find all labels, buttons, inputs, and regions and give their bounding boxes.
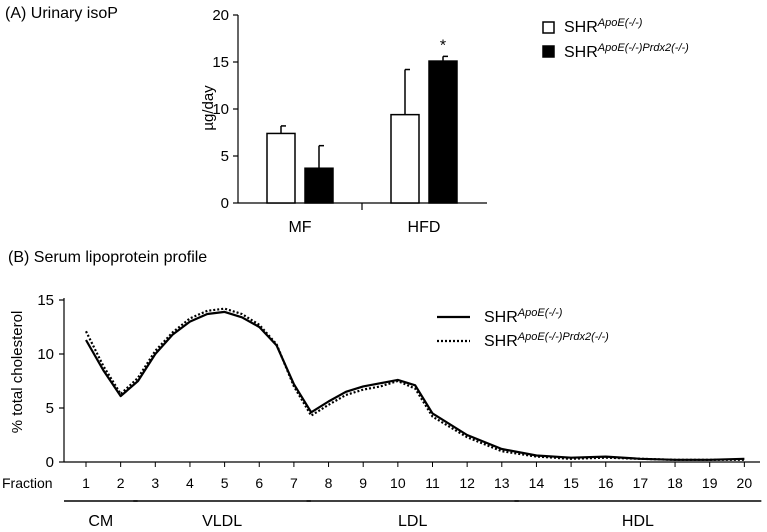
series-line-solid bbox=[85, 310, 745, 461]
panel-a-ylabel: µg/day bbox=[200, 85, 217, 131]
y-tick-label-b: 10 bbox=[37, 346, 54, 363]
x-tick-label-b: 7 bbox=[290, 475, 298, 491]
y-tick-label-a: 0 bbox=[221, 195, 229, 212]
x-tick-label-b: 18 bbox=[667, 475, 683, 491]
x-tick-label-b: 10 bbox=[390, 475, 406, 491]
x-tick-label-a: MF bbox=[288, 219, 311, 236]
x-tick-label-b: 14 bbox=[529, 475, 545, 491]
legend-label-a-0: SHRApoE(-/-) bbox=[564, 17, 643, 36]
legend-label-a-1: SHRApoE(-/-)Prdx2(-/-) bbox=[564, 42, 689, 61]
panel-b-ylabel: % total cholesterol bbox=[9, 311, 26, 434]
y-tick-label-a: 15 bbox=[212, 54, 229, 71]
x-tick-label-b: 6 bbox=[255, 475, 263, 491]
fraction-group-label: HDL bbox=[622, 513, 654, 530]
significance-marker: * bbox=[440, 37, 446, 54]
x-tick-label-b: 8 bbox=[325, 475, 333, 491]
x-tick-label-b: 20 bbox=[737, 475, 753, 491]
x-tick-label-b: 11 bbox=[425, 475, 440, 491]
x-tick-label-b: 13 bbox=[494, 475, 510, 491]
bar bbox=[304, 167, 334, 204]
legend-label-b-1: SHRApoE(-/-)Prdx2(-/-) bbox=[484, 331, 609, 350]
series-line-dotted bbox=[85, 307, 745, 461]
x-tick-label-a: HFD bbox=[408, 219, 441, 236]
x-tick-label-b: 9 bbox=[359, 475, 367, 491]
panel-a-axes: 0 5 10 15 20 MF HFD bbox=[212, 7, 487, 236]
x-tick-label-b: 15 bbox=[563, 475, 579, 491]
y-tick-label-a: 20 bbox=[212, 7, 229, 24]
x-tick-label-b: 16 bbox=[598, 475, 614, 491]
y-tick-label-a: 10 bbox=[212, 101, 229, 118]
y-tick-label-b: 15 bbox=[37, 292, 54, 309]
legend-label-b-0: SHRApoE(-/-) bbox=[484, 307, 563, 326]
panel-a-title: (A) Urinary isoP bbox=[5, 5, 118, 22]
x-tick-label-b: 2 bbox=[117, 475, 125, 491]
x-tick-label-b: 3 bbox=[151, 475, 159, 491]
x-tick-label-b: 4 bbox=[186, 475, 194, 491]
bar bbox=[266, 132, 296, 204]
bar bbox=[428, 60, 458, 204]
panel-b-legend: SHRApoE(-/-) SHRApoE(-/-)Prdx2(-/-) bbox=[437, 307, 609, 350]
fraction-group-label: LDL bbox=[398, 513, 427, 530]
bar bbox=[390, 113, 420, 204]
y-tick-label-b: 0 bbox=[46, 454, 54, 471]
x-tick-label-b: 1 bbox=[82, 475, 90, 491]
fraction-label: Fraction bbox=[2, 475, 53, 491]
y-tick-label-b: 5 bbox=[46, 400, 54, 417]
panel-b-title: (B) Serum lipoprotein profile bbox=[8, 249, 207, 266]
legend-swatch-a-1 bbox=[542, 45, 555, 58]
x-tick-label-b: 17 bbox=[633, 475, 649, 491]
x-tick-label-b: 5 bbox=[221, 475, 229, 491]
x-tick-label-b: 19 bbox=[702, 475, 718, 491]
fraction-group-label: VLDL bbox=[202, 513, 242, 530]
y-tick-label-a: 5 bbox=[221, 148, 229, 165]
panel-a-bars: * bbox=[266, 37, 458, 204]
legend-swatch-a-0 bbox=[542, 21, 555, 34]
fraction-groups: CM VLDL LDL HDL bbox=[64, 500, 762, 530]
fraction-group-label: CM bbox=[88, 513, 113, 530]
panel-b-lines bbox=[85, 307, 745, 461]
x-tick-label-b: 12 bbox=[459, 475, 475, 491]
panel-a-legend: SHRApoE(-/-) SHRApoE(-/-)Prdx2(-/-) bbox=[542, 17, 689, 61]
